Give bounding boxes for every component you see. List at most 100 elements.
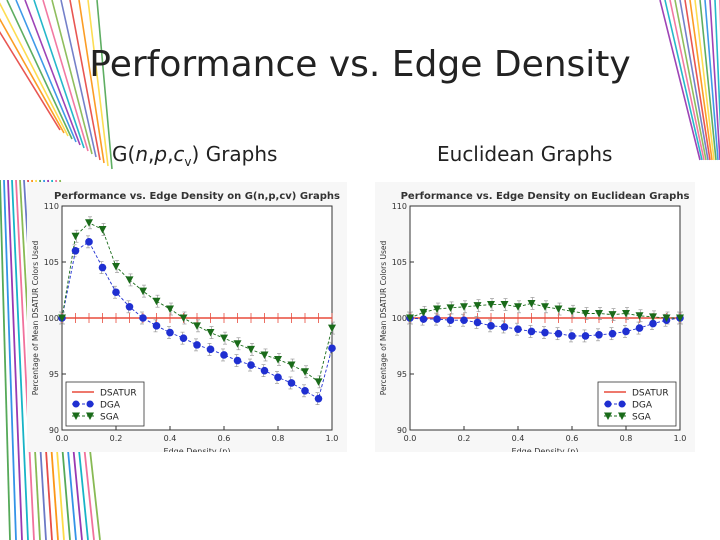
legend-label-sga: SGA bbox=[100, 413, 120, 423]
y-tick-label: 100 bbox=[44, 314, 59, 323]
chart-legend: DSATUR DGA SGA bbox=[597, 381, 677, 427]
data-point-dga bbox=[98, 263, 107, 272]
data-point-dga bbox=[568, 332, 576, 340]
streak-line bbox=[689, 0, 713, 161]
data-point-dga bbox=[473, 318, 482, 327]
data-point-sga bbox=[247, 345, 255, 354]
data-point-sga bbox=[433, 305, 441, 314]
subtitle-gnpc-graphs: G(n,p,cv) Graphs bbox=[112, 142, 278, 169]
y-axis-label: Percentage of Mean DSATUR Colors Used bbox=[31, 240, 40, 395]
data-point-sga bbox=[166, 305, 174, 314]
x-tick-label: 0.4 bbox=[164, 434, 177, 443]
streak-line bbox=[659, 0, 701, 161]
chart-euclidean: Performance vs. Edge Density on Euclidea… bbox=[375, 182, 695, 452]
x-tick-label: 0.0 bbox=[404, 434, 417, 443]
streak-line bbox=[669, 0, 705, 161]
data-point-sga bbox=[473, 302, 482, 310]
streak-line bbox=[24, 0, 81, 146]
data-point-dga bbox=[608, 329, 617, 338]
streak-line bbox=[699, 0, 717, 161]
data-point-sga bbox=[152, 297, 161, 306]
legend-swatch-dga bbox=[86, 400, 94, 408]
data-point-sga bbox=[274, 355, 282, 364]
data-point-sga bbox=[193, 322, 201, 330]
legend-swatch-sga bbox=[72, 412, 80, 420]
x-tick-label: 0.8 bbox=[272, 434, 285, 443]
data-point-dga bbox=[112, 288, 120, 297]
x-axis-label: Edge Density (p) bbox=[164, 447, 231, 452]
streak-line bbox=[69, 0, 101, 161]
legend-swatch-dga bbox=[72, 400, 80, 408]
streak-line bbox=[78, 0, 105, 164]
data-point-sga bbox=[58, 314, 66, 322]
data-point-dga bbox=[419, 315, 428, 323]
data-point-sga bbox=[581, 310, 590, 318]
chart-title: Performance vs. Edge Density on Euclidea… bbox=[401, 191, 690, 202]
data-point-dga bbox=[71, 247, 80, 255]
y-axis-label: Percentage of Mean DSATUR Colors Used bbox=[379, 240, 388, 395]
data-point-dga bbox=[220, 351, 228, 359]
streak-line bbox=[0, 179, 11, 540]
streak-line bbox=[33, 0, 85, 149]
x-tick-label: 0.2 bbox=[458, 434, 471, 443]
data-point-sga bbox=[301, 368, 309, 376]
data-point-dga bbox=[314, 394, 323, 403]
y-tick-label: 105 bbox=[392, 258, 407, 267]
streak-line bbox=[60, 0, 97, 158]
data-point-sga bbox=[328, 324, 336, 333]
data-point-sga bbox=[112, 262, 120, 271]
data-point-sga bbox=[622, 310, 630, 318]
streak-line bbox=[51, 0, 93, 155]
streak-line bbox=[11, 179, 29, 540]
chart-legend: DSATUR DGA SGA bbox=[65, 381, 145, 427]
data-point-sga bbox=[568, 307, 576, 316]
streak-line bbox=[0, 17, 65, 134]
streak-line bbox=[6, 0, 73, 140]
subtitle-euclidean-graphs: Euclidean Graphs bbox=[437, 142, 613, 166]
streak-line bbox=[96, 0, 113, 170]
data-point-dga bbox=[139, 314, 147, 322]
x-tick-label: 0.6 bbox=[218, 434, 231, 443]
data-point-sga bbox=[608, 311, 617, 319]
chart-title: Performance vs. Edge Density on G(n,p,cv… bbox=[54, 191, 340, 202]
data-point-dga bbox=[206, 345, 215, 354]
x-tick-label: 0.2 bbox=[110, 434, 123, 443]
data-point-dga bbox=[328, 344, 336, 353]
data-point-dga bbox=[541, 328, 549, 337]
y-tick-label: 105 bbox=[44, 258, 59, 267]
data-point-dga bbox=[595, 331, 603, 339]
data-point-sga bbox=[139, 287, 147, 296]
data-point-dga bbox=[649, 319, 657, 328]
slide-title: Performance vs. Edge Density bbox=[89, 44, 631, 85]
streak-line bbox=[709, 0, 720, 161]
streak-line bbox=[704, 0, 719, 161]
data-point-sga bbox=[220, 334, 228, 343]
streak-line bbox=[15, 179, 35, 540]
x-axis-label: Edge Density (p) bbox=[512, 447, 579, 452]
data-point-dga bbox=[500, 323, 509, 331]
data-point-dga bbox=[527, 327, 536, 336]
legend-label-dsatur: DSATUR bbox=[632, 389, 669, 399]
data-point-sga bbox=[206, 329, 215, 337]
data-point-dga bbox=[622, 327, 630, 336]
data-point-sga bbox=[500, 301, 509, 309]
data-point-sga bbox=[98, 226, 107, 234]
data-point-dga bbox=[233, 356, 242, 365]
data-point-dga bbox=[85, 238, 93, 246]
legend-swatch-dga bbox=[604, 400, 612, 408]
x-tick-label: 0.6 bbox=[566, 434, 579, 443]
y-tick-label: 90 bbox=[397, 426, 407, 435]
streak-line bbox=[3, 179, 17, 540]
y-tick-label: 95 bbox=[397, 370, 407, 379]
decorative-streaks-top-left bbox=[0, 0, 113, 170]
streak-line bbox=[7, 179, 23, 540]
y-tick-label: 95 bbox=[49, 370, 59, 379]
data-point-sga bbox=[419, 308, 428, 317]
data-point-dga bbox=[446, 316, 455, 325]
data-point-sga bbox=[649, 313, 657, 321]
streak-line bbox=[42, 0, 89, 152]
data-point-dga bbox=[260, 366, 269, 375]
data-point-sga bbox=[487, 301, 495, 309]
data-point-sga bbox=[287, 361, 296, 370]
data-point-sga bbox=[179, 314, 188, 322]
